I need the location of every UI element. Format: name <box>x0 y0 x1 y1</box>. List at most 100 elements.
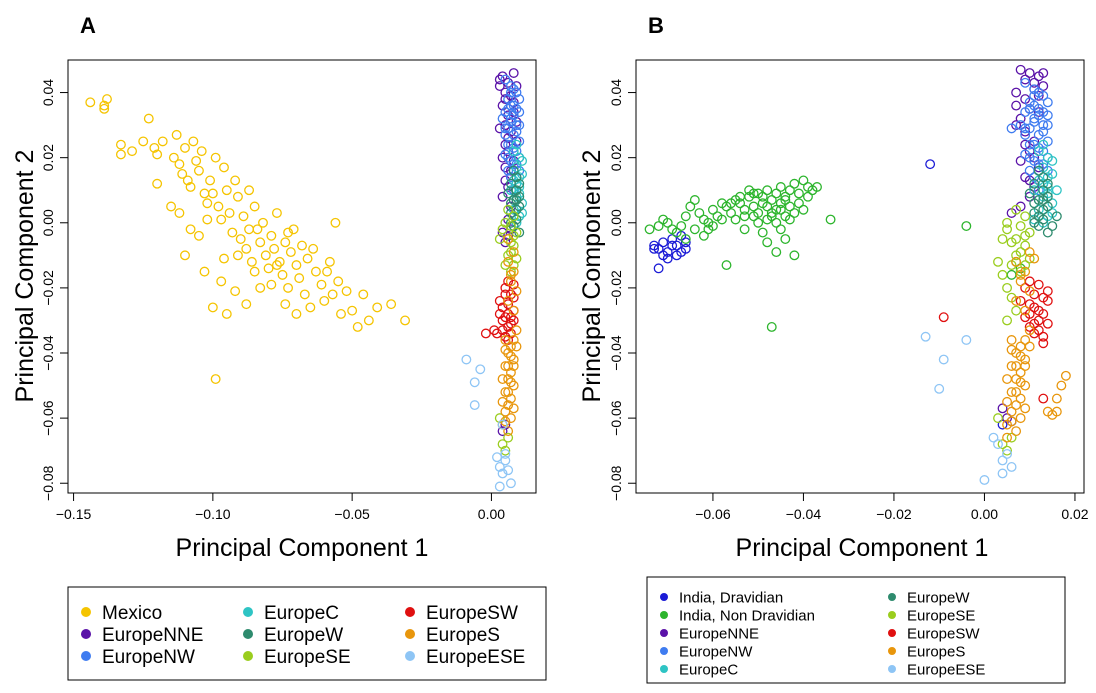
point-europenne <box>1015 155 1026 166</box>
point-europesw <box>500 312 511 323</box>
point-europec <box>517 198 528 209</box>
legend-label-india-non-dravidian: India, Non Dravidian <box>679 607 815 624</box>
point-europes <box>1006 406 1017 417</box>
point-europenne <box>497 71 508 82</box>
point-europenw <box>1033 185 1044 196</box>
x-axis-a: −0.15 −0.10 −0.05 0.00 <box>56 492 505 522</box>
y-tick-label-a: 0.02 <box>40 144 56 171</box>
point-india-non-dravidian <box>735 191 746 202</box>
point-mexico <box>210 152 221 163</box>
point-mexico <box>115 139 126 150</box>
point-europesw <box>1015 295 1026 306</box>
legend-marker-europenw <box>81 651 91 661</box>
point-europec <box>1051 185 1062 196</box>
point-india-non-dravidian <box>789 208 800 218</box>
point-europec <box>517 208 528 218</box>
point-europec <box>514 182 525 192</box>
legend-marker-mexico <box>81 607 91 617</box>
point-india-non-dravidian <box>771 204 782 215</box>
point-europenne <box>497 191 508 202</box>
point-mexico <box>352 322 363 332</box>
point-europesw <box>1042 295 1053 306</box>
point-europenw <box>511 126 522 137</box>
point-europeese <box>497 419 508 430</box>
point-mexico <box>230 175 241 186</box>
legend-marker-europesw <box>888 629 896 637</box>
legend-marker-europenw <box>660 647 668 655</box>
point-europeese <box>500 455 511 466</box>
point-europenw <box>1042 97 1053 108</box>
point-europec <box>505 185 516 196</box>
point-mexico <box>386 299 397 310</box>
y-tick-label-b: 0.04 <box>608 79 624 106</box>
point-europese <box>511 253 522 264</box>
legend-label-india-dravidian: India, Dravidian <box>679 589 783 606</box>
point-mexico <box>166 201 177 212</box>
point-europes <box>508 335 519 345</box>
point-india-non-dravidian <box>694 208 705 218</box>
point-europese <box>1002 282 1013 293</box>
point-india-non-dravidian <box>689 195 700 205</box>
point-india-non-dravidian <box>757 227 768 238</box>
x-tick-label-b: 0.00 <box>971 506 998 522</box>
point-europes <box>505 393 516 404</box>
point-india-non-dravidian <box>689 224 700 235</box>
point-europeese <box>920 331 931 342</box>
legend-label-europes: EuropeS <box>907 643 965 660</box>
y-tick-label-a: −0.06 <box>40 400 56 436</box>
point-europes <box>508 361 519 371</box>
legend-label-mexico: Mexico <box>102 603 162 624</box>
point-europenw <box>500 107 511 118</box>
point-europew <box>1042 227 1053 238</box>
point-mexico <box>193 165 204 176</box>
point-europese <box>1020 240 1031 251</box>
point-europeese <box>500 448 511 459</box>
point-mexico <box>99 103 110 114</box>
point-europes <box>508 305 519 316</box>
point-india-non-dravidian <box>739 224 750 235</box>
point-europese <box>505 247 516 258</box>
point-europesw <box>1024 276 1035 287</box>
point-europese <box>993 413 1003 424</box>
point-india-non-dravidian <box>798 204 809 215</box>
point-europenw <box>1006 123 1017 134</box>
point-mexico <box>310 266 321 277</box>
point-mexico <box>213 201 224 212</box>
point-india-non-dravidian <box>676 221 687 231</box>
x-axis-label-b: Principal Component 1 <box>736 534 989 562</box>
point-mexico <box>249 266 260 277</box>
point-mexico <box>269 243 280 254</box>
point-europew <box>505 217 516 228</box>
point-europes <box>508 380 519 391</box>
y-axis-label-b: Principal Component 2 <box>578 150 606 403</box>
point-mexico <box>288 224 299 235</box>
legend-label-europew: EuropeW <box>907 589 970 606</box>
point-mexico <box>266 279 277 290</box>
point-europew <box>1038 204 1049 215</box>
point-europesw <box>505 328 516 339</box>
point-europesw <box>500 289 511 300</box>
point-europenw <box>1024 165 1035 176</box>
x-tick-label-b: −0.02 <box>876 506 912 522</box>
point-europenne <box>1015 64 1026 75</box>
point-europec <box>514 188 525 199</box>
point-europenne <box>1033 107 1044 118</box>
y-tick-label-a: −0.02 <box>40 270 56 306</box>
point-europew <box>508 165 519 176</box>
point-europenw <box>503 123 514 134</box>
point-europes <box>1011 400 1022 411</box>
point-europec <box>508 175 519 186</box>
point-europes <box>1020 305 1031 316</box>
point-europenne <box>503 110 514 121</box>
point-mexico <box>255 237 266 248</box>
point-europenne <box>497 227 508 238</box>
point-europew <box>514 191 525 202</box>
point-india-non-dravidian <box>789 250 800 261</box>
point-europew <box>503 188 514 199</box>
point-india-non-dravidian <box>771 217 782 228</box>
point-europes <box>1015 367 1026 378</box>
point-mexico <box>227 227 238 238</box>
point-europew <box>1029 217 1040 228</box>
